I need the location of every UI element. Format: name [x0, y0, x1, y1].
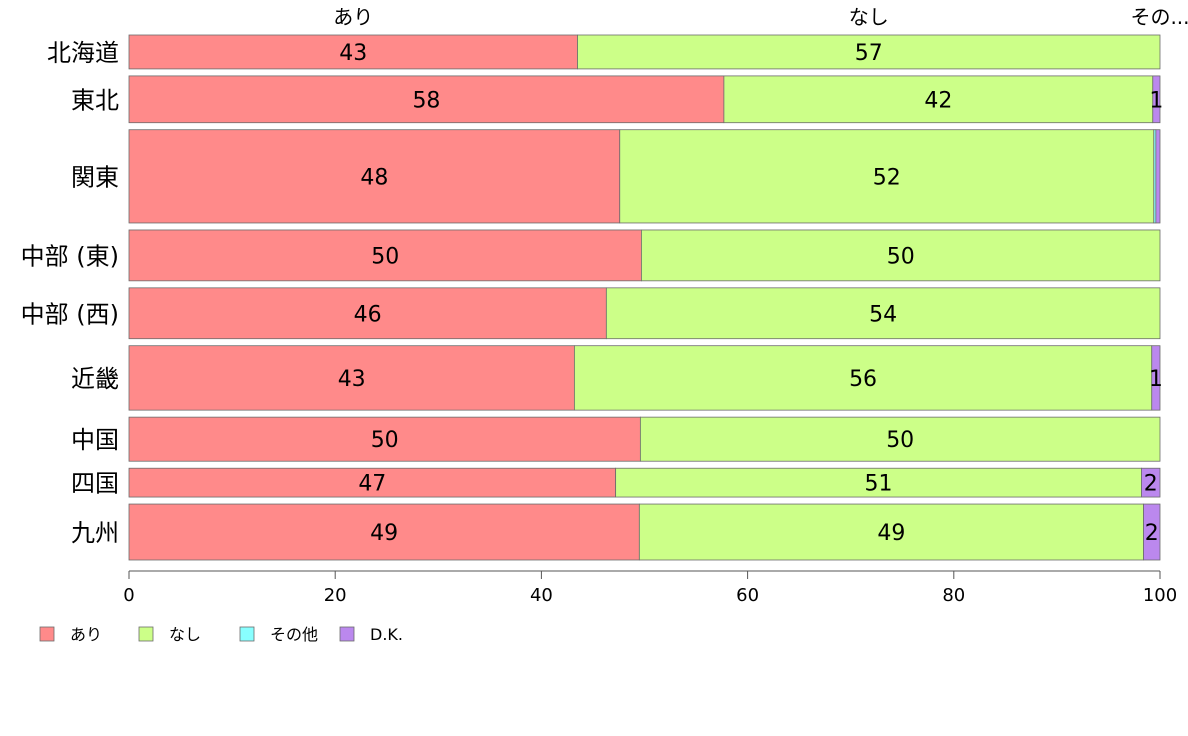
x-tick-label: 0: [123, 585, 134, 606]
bar-row: 46 54: [128, 287, 1161, 340]
bar-row: 58 42 1: [128, 75, 1163, 124]
bar-segment: [577, 34, 1161, 70]
bar-row: 43 56 1: [128, 345, 1163, 411]
bar-segment: [1151, 345, 1161, 411]
x-tick-label: 60: [736, 585, 759, 606]
data-label: 43: [338, 367, 366, 392]
bar-segment: [1141, 467, 1161, 498]
legend-swatch: [138, 626, 154, 642]
bar-segment: [1152, 75, 1161, 124]
category-label: 四国: [71, 470, 119, 498]
data-label: 2: [1145, 521, 1159, 546]
category-label: 九州: [71, 519, 119, 547]
bars: 43 57 58 42 1 48 52 50 50 46 54 43 56 1 50 50 47 51 2 49 49 2: [128, 34, 1163, 561]
bar-segment: [128, 345, 575, 411]
bar-segment: [615, 467, 1142, 498]
data-label: 43: [339, 41, 367, 66]
bar-row: 49 49 2: [128, 503, 1161, 561]
category-label: 東北: [71, 86, 119, 114]
legend-label: D.K.: [370, 625, 403, 644]
bar-segment: [1155, 129, 1161, 224]
x-tick-label: 80: [942, 585, 965, 606]
bar-row: 43 57: [128, 34, 1161, 70]
bar-segment: [605, 287, 1161, 340]
category-label: 近畿: [71, 365, 119, 393]
legend-item: あり: [39, 625, 102, 644]
data-label: 54: [869, 302, 897, 327]
data-label: 57: [855, 41, 883, 66]
legend-label: あり: [70, 625, 102, 644]
bar-segment: [619, 129, 1155, 224]
legend-swatch: [39, 626, 55, 642]
bar-segment: [128, 229, 642, 282]
data-label: 56: [849, 367, 877, 392]
data-label: 47: [358, 472, 386, 497]
legend-label: その他: [270, 625, 318, 644]
legend-swatch: [339, 626, 355, 642]
bar-segment: [128, 34, 578, 70]
bar-row: 50 50: [128, 229, 1161, 282]
data-label: 1: [1149, 367, 1163, 392]
bar-segment: [128, 129, 621, 224]
bar-segment: [128, 467, 617, 498]
bar-segment: [573, 345, 1153, 411]
legend-item: D.K.: [339, 625, 403, 644]
data-label: 46: [354, 302, 382, 327]
bar-segment: [639, 416, 1161, 462]
bar-segment: [128, 503, 640, 561]
top-label-0: あり: [333, 5, 373, 29]
data-label: 2: [1144, 472, 1158, 497]
data-label: 50: [886, 428, 914, 453]
top-labels: あり なし その...: [333, 5, 1188, 29]
bar-segment: [1143, 503, 1161, 561]
bar-segment: [723, 75, 1154, 124]
data-label: 50: [887, 244, 915, 269]
category-label: 北海道: [47, 39, 119, 67]
bar-row: 48 52: [128, 129, 1161, 224]
legend-label: なし: [169, 625, 201, 644]
x-tick-label: 100: [1143, 585, 1177, 606]
bar-segment: [638, 503, 1144, 561]
legend-swatch: [239, 626, 255, 642]
x-tick-label: 20: [324, 585, 347, 606]
data-label: 42: [924, 88, 952, 113]
data-label: 50: [371, 244, 399, 269]
category-label: 中部 (東): [21, 242, 119, 270]
bar-row: 50 50: [128, 416, 1161, 462]
data-label: 49: [877, 521, 905, 546]
top-label-1: なし: [849, 5, 889, 29]
legend: あり なし その他 D.K.: [39, 625, 403, 644]
bar-segment: [641, 229, 1161, 282]
bar-segment: [128, 75, 725, 124]
data-label: 48: [360, 165, 388, 190]
data-label: 1: [1149, 88, 1163, 113]
x-axis: 0 20 40 60 80 100: [123, 570, 1177, 606]
top-label-2: その...: [1130, 5, 1188, 29]
data-label: 49: [370, 521, 398, 546]
data-label: 52: [873, 165, 901, 190]
category-label: 中部 (西): [21, 300, 119, 328]
bar-segment: [128, 287, 607, 340]
x-tick-label: 40: [530, 585, 553, 606]
category-label: 中国: [71, 426, 119, 454]
data-label: 58: [412, 88, 440, 113]
data-label: 50: [371, 428, 399, 453]
legend-item: なし: [138, 625, 201, 644]
category-label: 関東: [71, 163, 119, 191]
bar-segment: [128, 416, 641, 462]
bar-row: 47 51 2: [128, 467, 1161, 498]
data-label: 51: [865, 472, 893, 497]
legend-item: その他: [239, 625, 318, 644]
